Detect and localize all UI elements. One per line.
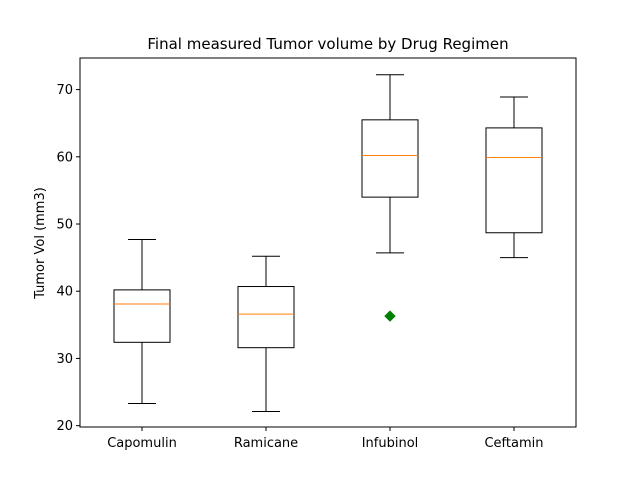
y-tick-label: 20 (56, 419, 73, 434)
y-tick-label: 70 (56, 83, 73, 98)
box-iqr (485, 127, 543, 234)
box-iqr (361, 119, 419, 198)
y-tick-label: 30 (56, 352, 73, 367)
plot-area: 20 30 40 50 60 70 Capomulin Ramicane Infubinol Ce… (56, 74, 544, 451)
chart-title: Final measured Tumor volume by Drug Regi… (147, 35, 508, 53)
y-tick-label: 50 (56, 218, 73, 233)
y-tick-label: 60 (56, 150, 73, 165)
y-tick-label: 40 (56, 285, 73, 300)
x-tick-label: Infubinol (362, 436, 419, 451)
y-axis-label: Tumor Vol (mm3) (33, 187, 48, 300)
box-iqr (237, 286, 295, 349)
outlier-point (384, 310, 396, 322)
x-tick-label: Capomulin (107, 436, 177, 451)
x-tick-label: Ramicane (234, 436, 298, 451)
x-tick-label: Ceftamin (484, 436, 543, 451)
axes-frame (79, 57, 577, 428)
box-iqr (113, 289, 171, 343)
